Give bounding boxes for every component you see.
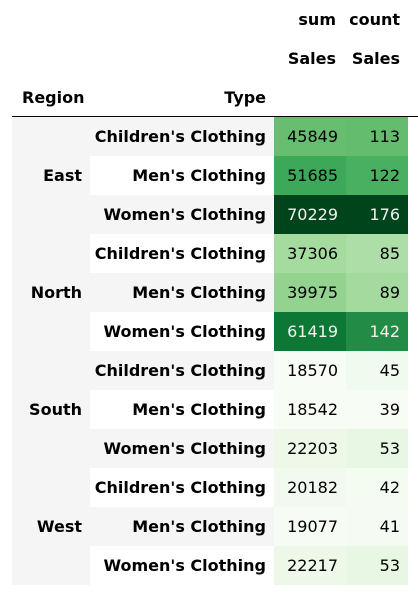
type-label: Children's Clothing	[90, 117, 274, 156]
sum-sales-cell: 39975	[274, 273, 346, 312]
type-label: Children's Clothing	[90, 351, 274, 390]
type-label: Women's Clothing	[103, 556, 266, 575]
type-label: Men's Clothing	[132, 166, 266, 185]
sum-sales-cell: 51685	[274, 156, 346, 195]
sum-sales-cell: 70229	[274, 195, 346, 234]
count-sales-cell: 85	[346, 234, 408, 273]
sum-sales-cell: 22217	[274, 546, 346, 585]
count-sales-cell: 113	[346, 117, 408, 156]
header-col-sales-count: Sales	[351, 49, 400, 68]
sum-sales-cell: 37306	[274, 234, 346, 273]
header-measure-sum: sum	[298, 10, 336, 29]
count-sales-cell: 142	[346, 312, 408, 351]
count-sales-cell: 176	[346, 195, 408, 234]
header-divider	[12, 116, 418, 117]
sum-sales-cell: 61419	[274, 312, 346, 351]
count-sales-cell: 45	[346, 351, 408, 390]
count-sales-cell: 89	[346, 273, 408, 312]
sum-sales-cell: 22203	[274, 429, 346, 468]
count-sales-cell: 42	[346, 468, 408, 507]
header-measure-count: count	[349, 10, 400, 29]
sum-sales-cell: 19077	[274, 507, 346, 546]
type-label: Children's Clothing	[94, 478, 266, 497]
count-sales-cell: 122	[346, 156, 408, 195]
count-sales-cell: 39	[346, 390, 408, 429]
region-label: North	[12, 234, 90, 351]
header-index-type: Type	[224, 88, 266, 107]
type-label: Men's Clothing	[90, 507, 274, 546]
type-label: Children's Clothing	[94, 244, 266, 263]
type-label: Men's Clothing	[90, 273, 274, 312]
header-index-region: Region	[22, 88, 85, 107]
sum-sales-cell: 18570	[274, 351, 346, 390]
type-label: Men's Clothing	[132, 400, 266, 419]
sum-sales-cell: 45849	[274, 117, 346, 156]
sum-sales-cell: 20182	[274, 468, 346, 507]
count-sales-cell: 53	[346, 429, 408, 468]
sum-sales-cell: 18542	[274, 390, 346, 429]
type-label: Women's Clothing	[103, 322, 266, 341]
region-label: East	[12, 117, 90, 234]
count-sales-cell: 53	[346, 546, 408, 585]
count-sales-cell: 41	[346, 507, 408, 546]
type-label: Women's Clothing	[90, 429, 274, 468]
type-label: Women's Clothing	[90, 195, 274, 234]
region-label: South	[12, 351, 90, 468]
header-col-sales-sum: Sales	[287, 49, 336, 68]
region-label: West	[12, 468, 90, 585]
